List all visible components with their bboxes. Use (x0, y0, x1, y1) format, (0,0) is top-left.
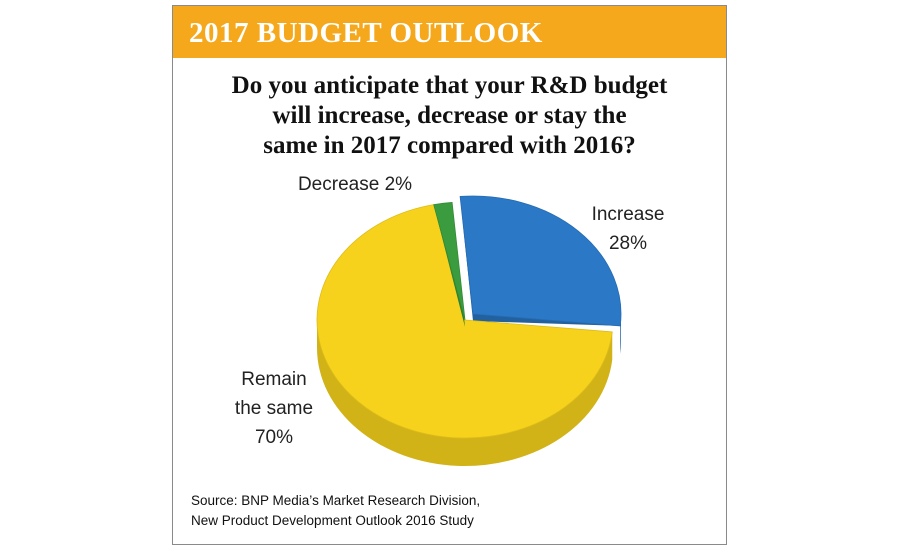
slice-label: Decrease 2% (270, 170, 440, 199)
slice (459, 195, 622, 327)
chart-title: same in 2017 compared with 2016? (263, 132, 636, 159)
panel: 2017 BUDGET OUTLOOK Do you anticipate th… (172, 5, 727, 545)
header: 2017 BUDGET OUTLOOK (189, 17, 543, 49)
slice-label: Increase 28% (578, 200, 678, 258)
slice (316, 204, 613, 439)
source: New Product Development Outlook 2016 Stu… (191, 513, 474, 528)
slice (433, 202, 466, 321)
slice-label: Remain the same 70% (228, 365, 320, 452)
category-label: Remain the same (234, 369, 314, 419)
chart-title: will increase, decrease or stay the (272, 102, 627, 129)
category-label: Decrease (297, 174, 380, 195)
header-band: 2017 BUDGET OUTLOOK (173, 6, 726, 58)
value-label: 28% (608, 233, 648, 254)
slice-side (317, 320, 613, 467)
category-label: Increase (591, 204, 665, 225)
value-label: 2% (384, 174, 413, 195)
value-label: 70% (254, 427, 294, 448)
chart-title: Do you anticipate that your R&D budget (231, 72, 668, 99)
source: Source: BNP Media’s Market Research Divi… (191, 493, 481, 508)
